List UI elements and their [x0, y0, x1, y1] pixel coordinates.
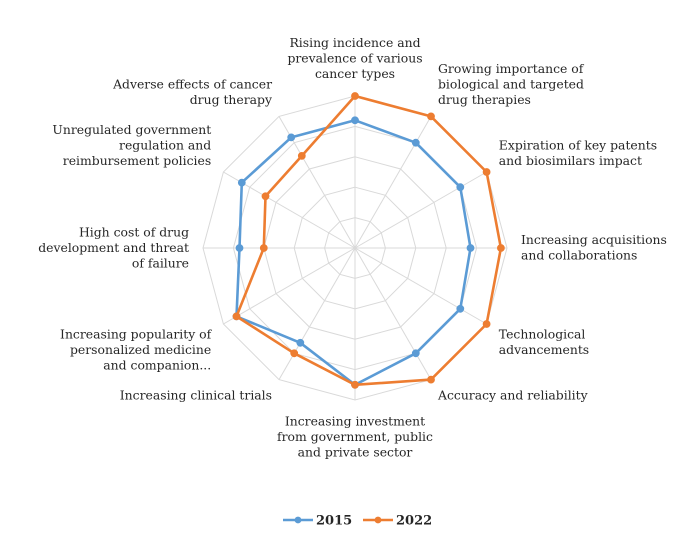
series-line-2015	[235, 119, 472, 387]
axis-labels: Rising incidence and prevalence of variou…	[38, 35, 667, 460]
data-point-2022-10	[261, 192, 270, 201]
legend: 2015 2022	[283, 514, 432, 529]
data-point-2015-7	[296, 338, 305, 347]
data-point-2022-3	[497, 244, 505, 252]
axis-label-6: Increasing investment from government, pu…	[277, 414, 433, 460]
data-point-2015-9	[235, 244, 244, 252]
data-point-2015-1	[411, 138, 420, 147]
legend-item-2015: 2015	[283, 514, 352, 529]
grid-spoke	[223, 171, 356, 249]
data-point-2022-11	[297, 152, 306, 160]
axis-label-7: Increasing clinical trials	[120, 387, 272, 402]
axis-label-11: Adverse effects of cancer drug therapy	[112, 77, 272, 108]
data-point-2022-6	[351, 380, 359, 389]
axis-label-0: Rising incidence and prevalence of variou…	[287, 35, 422, 81]
grid-spoke	[354, 247, 487, 325]
radar-series	[232, 92, 505, 389]
axis-label-9: High cost of drug development and threat o…	[38, 224, 189, 270]
radar-grid	[202, 95, 508, 401]
data-point-2022-7	[290, 349, 299, 358]
data-point-2015-4	[456, 304, 465, 313]
axis-label-8: Increasing popularity of personalized med…	[60, 327, 213, 373]
data-point-2015-2	[456, 183, 465, 192]
axis-label-4: Technological advancements	[499, 327, 589, 358]
data-point-2022-0	[351, 92, 359, 100]
data-point-2022-5	[427, 375, 435, 384]
legend-swatch-marker	[374, 516, 382, 524]
axis-label-5: Accuracy and reliability	[437, 387, 588, 402]
data-point-2022-1	[427, 112, 435, 121]
grid-spoke	[354, 171, 487, 249]
grid-spoke	[354, 247, 432, 380]
data-point-2015-0	[351, 116, 359, 125]
data-point-2015-11	[287, 133, 296, 142]
grid-spoke	[354, 116, 432, 249]
axis-label-1: Growing importance of biological and targ…	[438, 61, 585, 107]
grid-spoke	[223, 247, 356, 325]
grid-spoke	[278, 247, 356, 380]
data-point-2015-5	[411, 349, 420, 358]
legend-swatch-marker	[294, 516, 302, 524]
axis-label-2: Expiration of key patents and biosimilars…	[499, 138, 657, 169]
legend-label-2022: 2022	[396, 514, 432, 529]
data-point-2015-10	[237, 178, 246, 187]
data-point-2022-2	[482, 168, 491, 176]
legend-item-2022: 2022	[363, 514, 432, 529]
data-point-2022-4	[482, 320, 491, 328]
data-point-2022-8	[232, 312, 241, 321]
data-point-2015-3	[466, 244, 475, 252]
axis-label-10: Unregulated government regulation and reim…	[52, 122, 211, 168]
axis-label-3: Increasing acquisitions and collaboration…	[521, 232, 667, 263]
legend-label-2015: 2015	[316, 514, 352, 529]
series-2022	[232, 92, 505, 389]
data-point-2022-9	[259, 244, 268, 252]
